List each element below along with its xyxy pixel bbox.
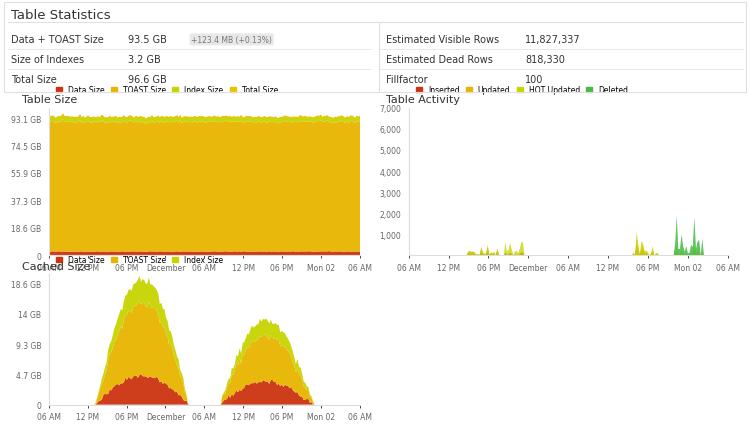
Text: +123.4 MB (+0.13%): +123.4 MB (+0.13%): [191, 36, 272, 45]
Text: Cached Size: Cached Size: [22, 261, 91, 271]
Text: Estimated Visible Rows: Estimated Visible Rows: [386, 35, 500, 45]
Text: 96.6 GB: 96.6 GB: [128, 75, 166, 85]
Text: 93.5 GB: 93.5 GB: [128, 35, 166, 45]
Text: Table Activity: Table Activity: [386, 95, 460, 105]
Text: 3.2 GB: 3.2 GB: [128, 55, 160, 65]
Text: Estimated Dead Rows: Estimated Dead Rows: [386, 55, 494, 65]
Text: 11,827,337: 11,827,337: [525, 35, 580, 45]
Text: Data + TOAST Size: Data + TOAST Size: [11, 35, 104, 45]
Text: Table Size: Table Size: [22, 95, 78, 105]
Text: 818,330: 818,330: [525, 55, 565, 65]
Legend: Inserted, Updated, HOT Updated, Deleted: Inserted, Updated, HOT Updated, Deleted: [413, 83, 632, 98]
Legend: Data Size, TOAST Size, Index Size, Total Size: Data Size, TOAST Size, Index Size, Total…: [53, 83, 281, 98]
Text: Fillfactor: Fillfactor: [386, 75, 427, 85]
Text: Size of Indexes: Size of Indexes: [11, 55, 84, 65]
Text: Total Size: Total Size: [11, 75, 57, 85]
Text: Table Statistics: Table Statistics: [11, 9, 111, 22]
Text: 100: 100: [525, 75, 543, 85]
Legend: Data Size, TOAST Size, Index Size: Data Size, TOAST Size, Index Size: [53, 253, 226, 268]
